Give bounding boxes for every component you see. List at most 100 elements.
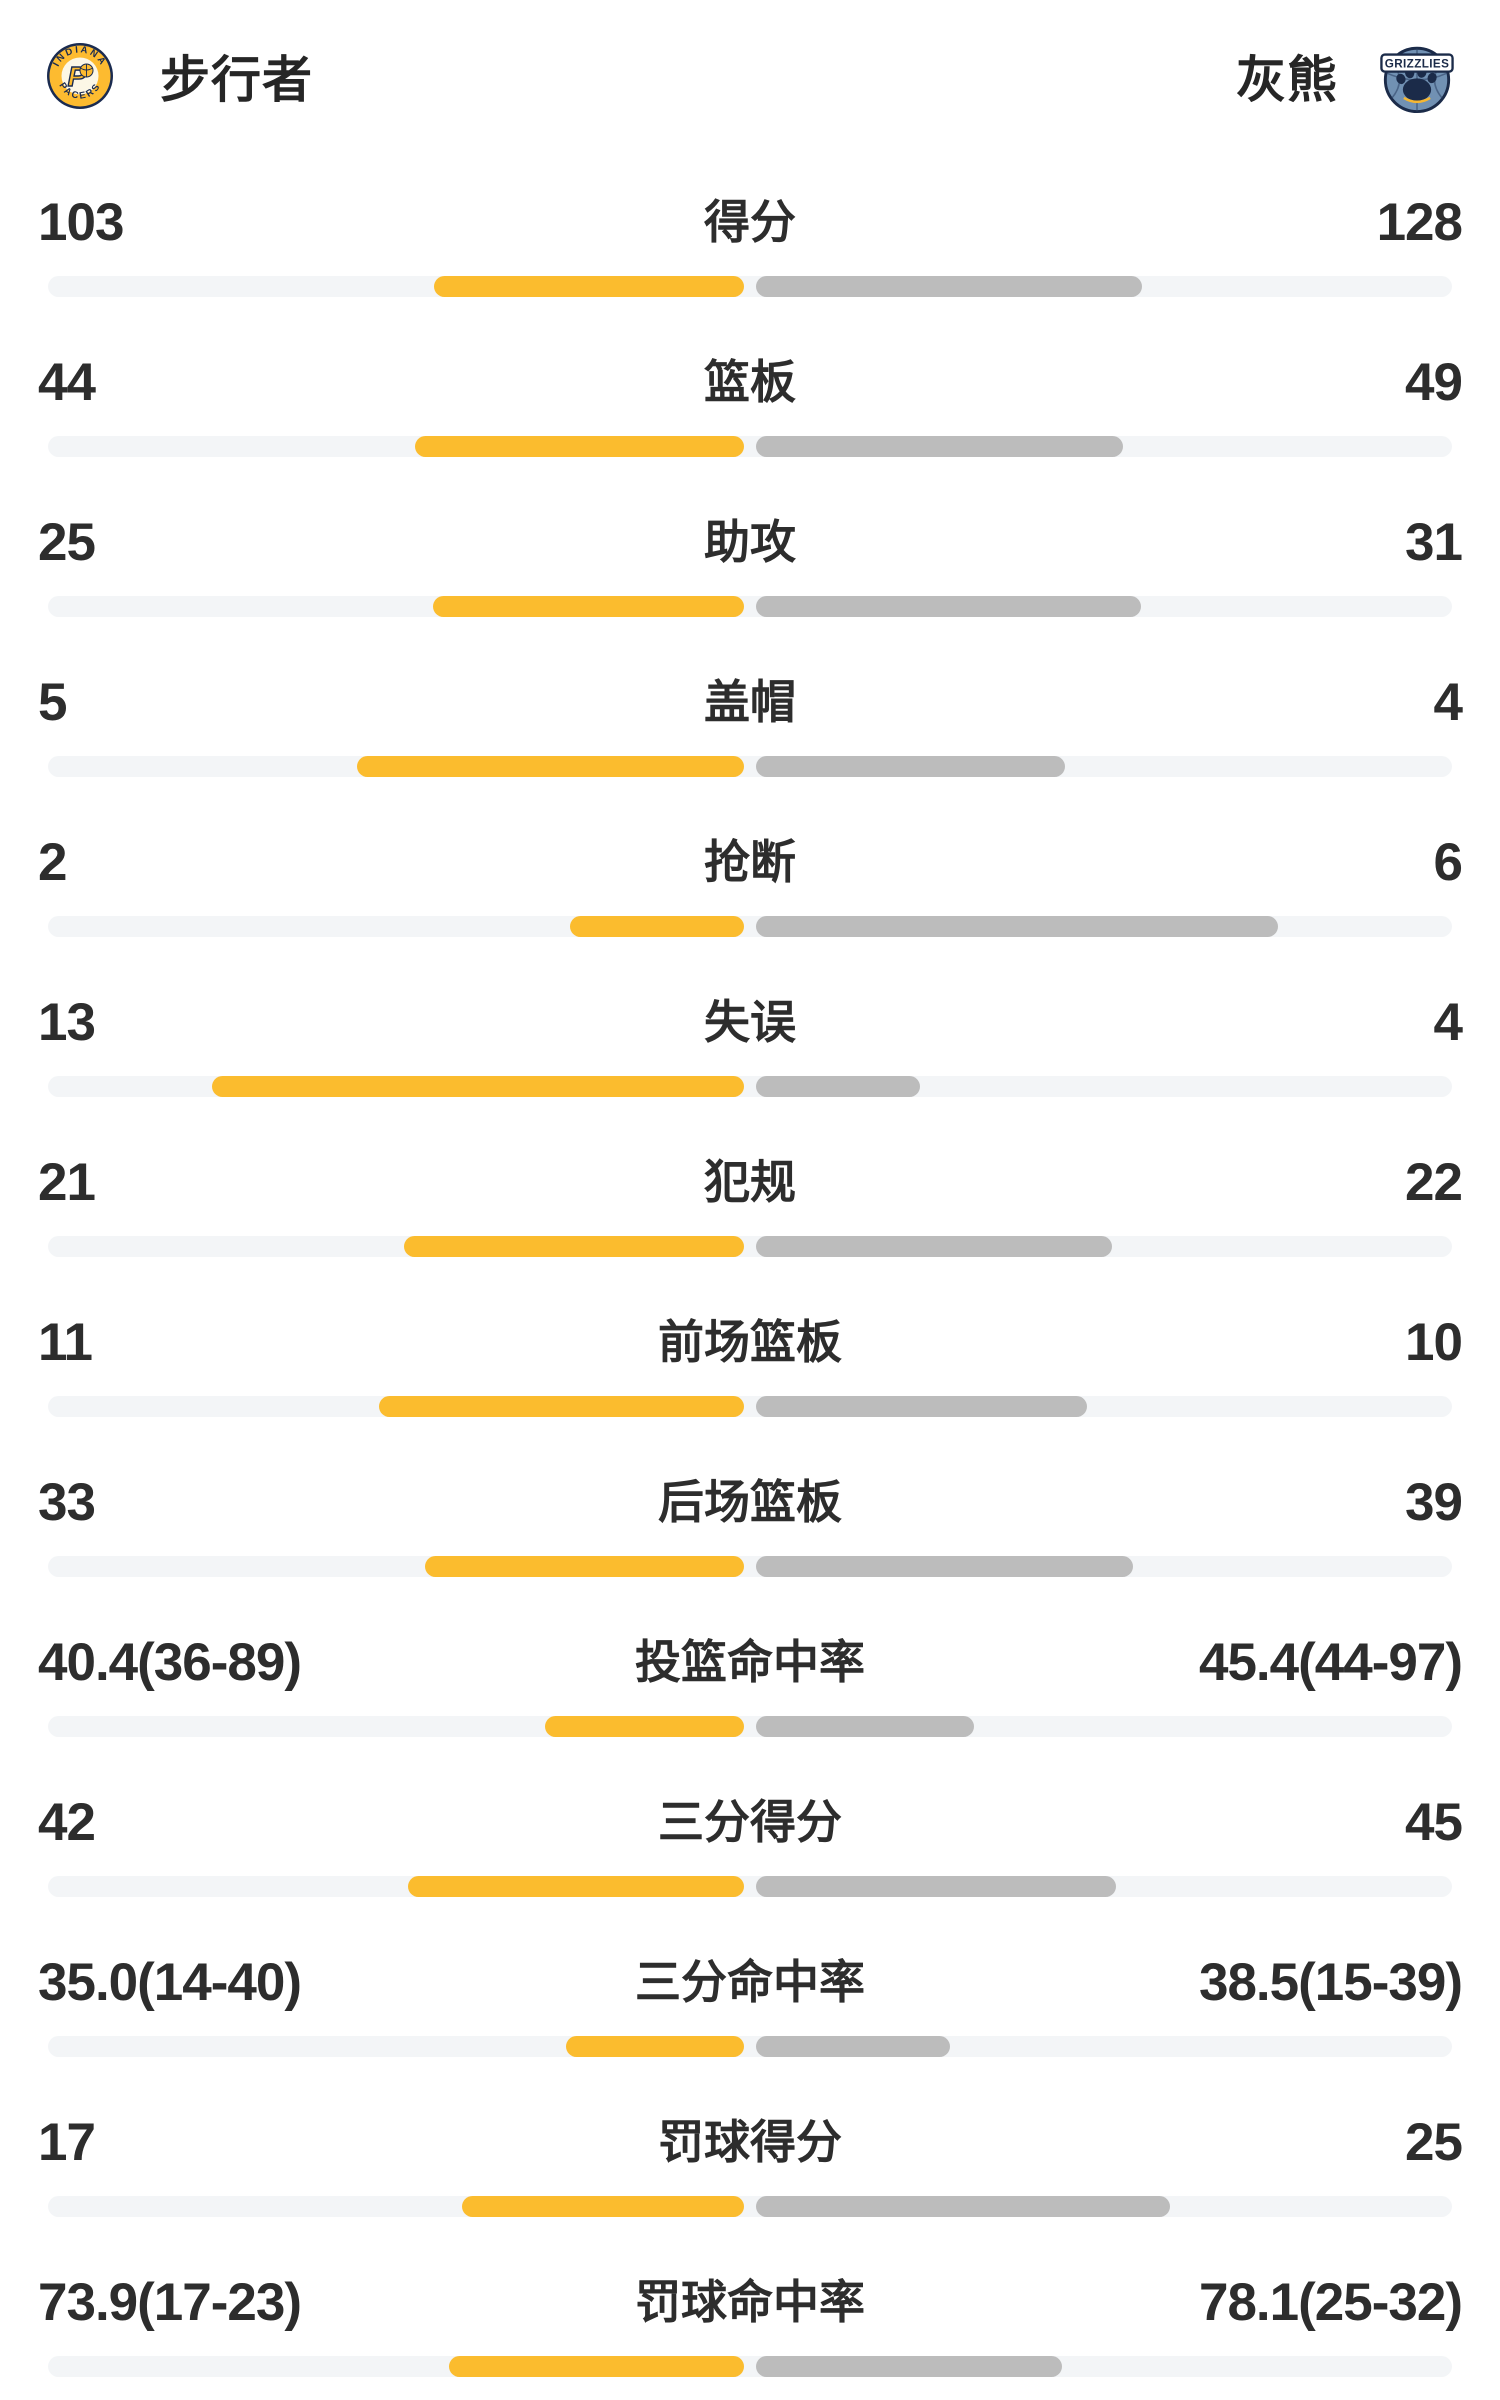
home-team-value: 103	[38, 192, 124, 252]
away-team-bar	[756, 1396, 1088, 1417]
stat-row-values: 17 罚球得分 25	[0, 2114, 1500, 2170]
away-team-value: 45	[1405, 1792, 1463, 1852]
away-team-bar	[756, 2356, 1062, 2377]
away-team-bar	[756, 916, 1278, 937]
stat-bar-track	[48, 1716, 1452, 1737]
away-team-bar	[756, 2196, 1171, 2217]
stat-label: 前场篮板	[658, 1316, 842, 1368]
stat-bar-track	[48, 276, 1452, 297]
stat-row-values: 21 犯规 22	[0, 1154, 1500, 1210]
stat-bar-track	[48, 1556, 1452, 1577]
away-team-bar	[756, 276, 1142, 297]
away-team-value: 4	[1433, 672, 1464, 732]
stat-row: 2 抢断 6	[0, 800, 1500, 960]
home-team-value: 11	[38, 1312, 93, 1372]
away-team-bar	[756, 1876, 1116, 1897]
home-team-bar	[449, 2356, 744, 2377]
svg-text:GRIZZLIES: GRIZZLIES	[1385, 58, 1450, 71]
stat-row: 17 罚球得分 25	[0, 2080, 1500, 2240]
stat-row-values: 5 盖帽 4	[0, 674, 1500, 730]
home-team-value: 2	[38, 832, 68, 892]
stat-row: 5 盖帽 4	[0, 640, 1500, 800]
stat-label: 失误	[704, 996, 796, 1048]
stat-label: 助攻	[704, 516, 796, 568]
stat-row-values: 103 得分 128	[0, 194, 1500, 250]
home-team-value: 44	[38, 352, 96, 412]
stat-row-values: 13 失误 4	[0, 994, 1500, 1050]
stat-bar-track	[48, 596, 1452, 617]
home-team-bar	[462, 2196, 744, 2217]
away-team-bar	[756, 1236, 1113, 1257]
home-team-value: 42	[38, 1792, 96, 1852]
home-team-value: 17	[38, 2112, 96, 2172]
stat-row: 35.0(14-40) 三分命中率 38.5(15-39)	[0, 1920, 1500, 2080]
stat-bar-track	[48, 756, 1452, 777]
stat-row: 73.9(17-23) 罚球命中率 78.1(25-32)	[0, 2240, 1500, 2400]
away-team-bar	[756, 756, 1066, 777]
away-team-value: 22	[1405, 1152, 1463, 1212]
stat-label: 犯规	[704, 1156, 796, 1208]
stat-bar-track	[48, 2036, 1452, 2057]
home-team-bar	[433, 276, 744, 297]
stat-row: 42 三分得分 45	[0, 1760, 1500, 1920]
stat-row-values: 33 后场篮板 39	[0, 1474, 1500, 1530]
away-team-value: 78.1(25-32)	[1198, 2272, 1463, 2332]
away-team-value: 25	[1405, 2112, 1463, 2172]
stat-bar-track	[48, 916, 1452, 937]
home-team-value: 40.4(36-89)	[38, 1632, 302, 1692]
stat-row: 44 篮板 49	[0, 320, 1500, 480]
away-team-value: 49	[1405, 352, 1463, 412]
home-team-value: 73.9(17-23)	[38, 2272, 302, 2332]
stat-row-values: 2 抢断 6	[0, 834, 1500, 890]
away-team-bar	[756, 1556, 1133, 1577]
home-team-bar	[414, 436, 744, 457]
home-team-bar	[545, 1716, 744, 1737]
stat-bar-track	[48, 2196, 1452, 2217]
pacers-logo-icon: INDIANA PACERS P	[47, 43, 113, 109]
home-team-name: 步行者	[160, 52, 313, 108]
home-team-value: 25	[38, 512, 96, 572]
home-team-bar	[433, 596, 744, 617]
home-team-bar	[565, 2036, 744, 2057]
stat-label: 篮板	[704, 356, 796, 408]
home-team-value: 5	[38, 672, 68, 732]
stat-row-values: 44 篮板 49	[0, 354, 1500, 410]
stat-row-values: 73.9(17-23) 罚球命中率 78.1(25-32)	[0, 2274, 1500, 2330]
stat-row: 21 犯规 22	[0, 1120, 1500, 1280]
away-team-bar	[756, 1076, 920, 1097]
stat-row: 13 失误 4	[0, 960, 1500, 1120]
away-team-value: 45.4(44-97)	[1198, 1632, 1463, 1692]
stat-label: 三分得分	[658, 1796, 842, 1848]
away-team-bar	[756, 1716, 975, 1737]
home-team-bar	[425, 1556, 744, 1577]
away-team-bar	[756, 596, 1142, 617]
away-team-value: 10	[1405, 1312, 1463, 1372]
stat-bar-track	[48, 1236, 1452, 1257]
home-team-bar	[211, 1076, 744, 1097]
stat-row-values: 35.0(14-40) 三分命中率 38.5(15-39)	[0, 1954, 1500, 2010]
stat-bar-track	[48, 1396, 1452, 1417]
away-team-bar	[756, 2036, 951, 2057]
stat-row: 40.4(36-89) 投篮命中率 45.4(44-97)	[0, 1600, 1500, 1760]
home-team-bar	[404, 1236, 744, 1257]
stat-label: 罚球得分	[658, 2116, 842, 2168]
home-team-bar	[408, 1876, 744, 1897]
stat-row: 33 后场篮板 39	[0, 1440, 1500, 1600]
away-team: 灰熊 GRIZZLIES	[1236, 38, 1456, 114]
stat-row: 11 前场篮板 10	[0, 1280, 1500, 1440]
home-team-bar	[357, 756, 744, 777]
stat-row-values: 25 助攻 31	[0, 514, 1500, 570]
stat-row-values: 42 三分得分 45	[0, 1794, 1500, 1850]
stat-bar-track	[48, 1876, 1452, 1897]
away-team-value: 128	[1376, 192, 1463, 252]
stat-label: 后场篮板	[658, 1476, 842, 1528]
grizzlies-logo-icon: GRIZZLIES	[1380, 46, 1454, 114]
home-team: INDIANA PACERS P 步行者	[46, 40, 313, 112]
stat-label: 罚球命中率	[635, 2276, 865, 2328]
stat-row-values: 11 前场篮板 10	[0, 1314, 1500, 1370]
away-team-value: 38.5(15-39)	[1198, 1952, 1463, 2012]
home-team-value: 13	[38, 992, 96, 1052]
stat-row-values: 40.4(36-89) 投篮命中率 45.4(44-97)	[0, 1634, 1500, 1690]
home-team-bar	[570, 916, 744, 937]
stat-bar-track	[48, 1076, 1452, 1097]
